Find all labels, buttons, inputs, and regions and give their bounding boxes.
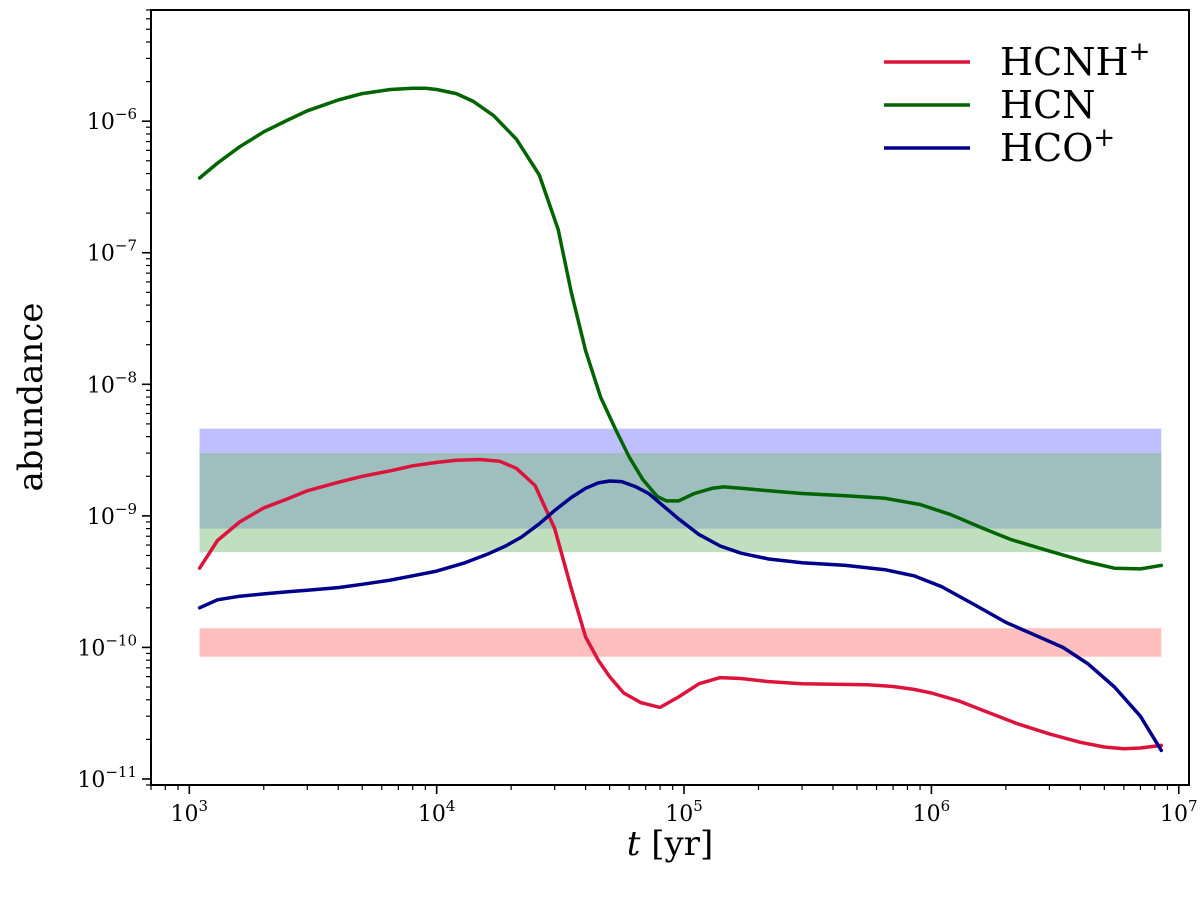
- y-tick-label: 10−8: [87, 368, 137, 398]
- series-lines: [197, 86, 1164, 753]
- range-band-2: [199, 628, 1162, 657]
- x-axis-ticks: 103 104 105 106 107: [150, 785, 1198, 827]
- range-band-1: [199, 453, 1162, 553]
- series-line-hco: [197, 479, 1164, 753]
- legend-label-hcnh: HCNH+: [1000, 37, 1150, 84]
- series-line-hcn: [197, 86, 1164, 571]
- x-tick-label: 104: [418, 797, 456, 827]
- y-tick-label: 10−7: [87, 237, 137, 267]
- x-axis-label: t [yr]: [627, 824, 713, 864]
- y-axis-label: abundance: [11, 303, 51, 492]
- x-tick-label: 105: [665, 797, 703, 827]
- observed-range-bands: [199, 428, 1162, 657]
- legend-label-hco: HCO+: [1000, 123, 1115, 170]
- y-axis-ticks: 10−11 10−10 10−9 10−8 10−7 10−6: [77, 9, 151, 793]
- y-tick-label: 10−10: [77, 631, 137, 661]
- y-tick-label: 10−6: [87, 105, 137, 135]
- y-tick-label: 10−11: [77, 763, 137, 793]
- series-line-hcnh: [197, 457, 1164, 751]
- legend-label-hcn: HCN: [1000, 83, 1095, 127]
- x-tick-label: 106: [913, 797, 951, 827]
- y-tick-label: 10−9: [87, 500, 137, 530]
- x-tick-label: 103: [171, 797, 209, 827]
- x-tick-label: 107: [1160, 797, 1198, 827]
